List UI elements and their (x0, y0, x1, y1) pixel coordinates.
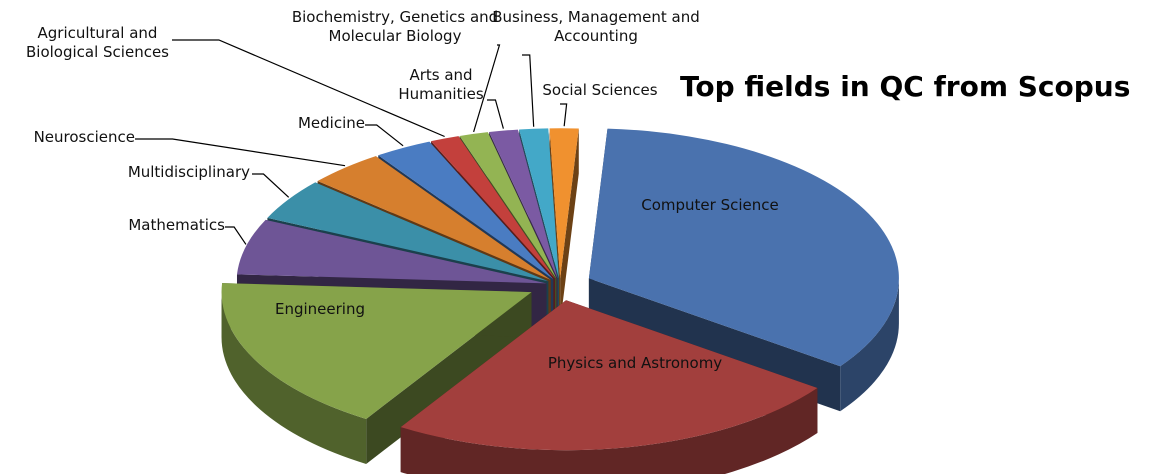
slice-top (400, 300, 818, 451)
leader-line (252, 173, 290, 198)
leader-line (522, 54, 535, 127)
leader-line (135, 138, 346, 167)
chart-title: Top fields in QC from Scopus (680, 70, 1131, 103)
slice-label: Business, Management and Accounting (492, 8, 700, 45)
leader-line (473, 44, 501, 133)
slice-label: Medicine (297, 114, 365, 132)
slice-label: Multidisciplinary (127, 163, 250, 181)
slice-label: Social Sciences (542, 81, 658, 99)
pie-slice (400, 300, 818, 474)
slice-label: Neuroscience (33, 128, 135, 146)
slice-top (519, 128, 559, 279)
pie-slice (221, 283, 532, 464)
slice-top (459, 132, 557, 279)
leader-line (225, 226, 247, 245)
slice-label: Mathematics (128, 216, 225, 234)
leader-line (560, 103, 568, 127)
slice-wall (221, 292, 367, 464)
slice-label: Biochemistry, Genetics and Molecular Bio… (291, 8, 499, 45)
slice-top (236, 219, 547, 284)
leader-line (487, 99, 504, 129)
slice-label: Arts and Humanities (398, 66, 484, 103)
slice-top (549, 128, 579, 279)
slice-top (431, 136, 556, 279)
slice-wall (840, 278, 899, 412)
slice-side (560, 128, 579, 324)
slice-top (267, 182, 549, 282)
leader-line (172, 39, 445, 138)
slice-label: Agricultural and Biological Sciences (25, 24, 169, 61)
slice-top (221, 283, 532, 419)
leader-line (365, 124, 404, 147)
slice-top (489, 129, 558, 279)
slice-top (378, 141, 554, 280)
slice-label: Physics and Astronomy (547, 354, 723, 372)
slice-label: Computer Science (641, 196, 779, 214)
slice-top (317, 156, 551, 280)
slice-wall (400, 388, 818, 474)
slice-top (588, 128, 899, 367)
slice-label: Engineering (275, 300, 365, 318)
